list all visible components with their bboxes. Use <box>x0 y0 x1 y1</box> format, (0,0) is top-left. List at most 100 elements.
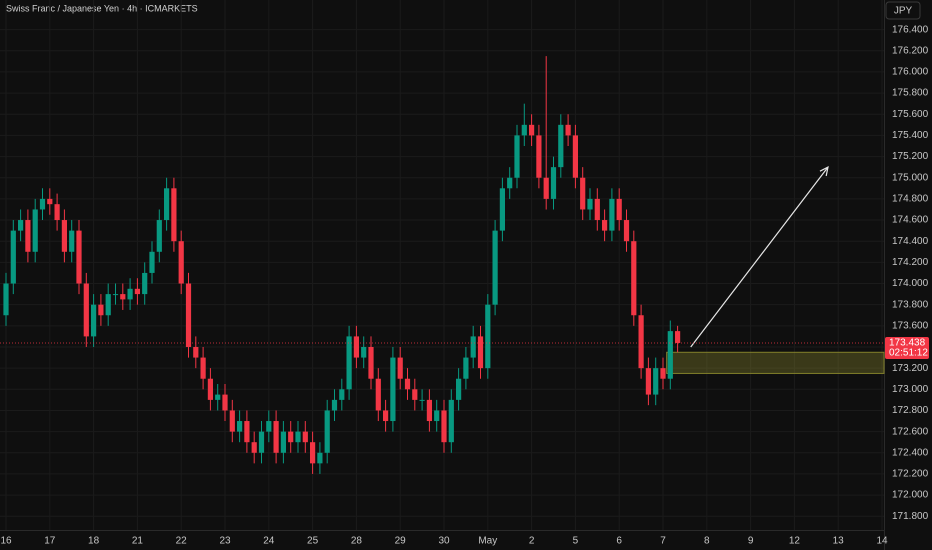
candle-body <box>565 124 571 136</box>
y-tick-label: 174.200 <box>892 257 929 268</box>
candle-body <box>441 410 447 443</box>
candle-body <box>171 188 177 242</box>
y-tick-label: 176.200 <box>892 45 929 56</box>
candle-body <box>404 378 411 390</box>
candle-body <box>105 294 111 316</box>
candle-body <box>156 220 162 252</box>
y-tick-label: 174.800 <box>892 194 929 205</box>
candle-body <box>470 336 476 358</box>
candle-body <box>142 272 148 295</box>
x-tick-label: 14 <box>876 536 888 547</box>
x-tick-label: 29 <box>395 536 407 547</box>
candle-body <box>507 177 513 189</box>
candle-body <box>302 431 308 443</box>
last-price-label: 173.438 <box>889 338 926 349</box>
y-tick-label: 173.600 <box>892 320 929 331</box>
x-tick-label: 6 <box>616 536 622 547</box>
candle-body <box>200 357 206 379</box>
candle-body <box>10 230 16 284</box>
y-tick-label: 172.200 <box>892 469 929 480</box>
x-tick-label: 17 <box>44 536 56 547</box>
candle-body <box>266 421 272 432</box>
arrow-head <box>819 166 829 177</box>
currency-box[interactable] <box>885 1 921 20</box>
candle-body <box>76 230 82 284</box>
candle-body <box>361 346 367 358</box>
candle-body <box>623 220 630 242</box>
x-tick-label: 7 <box>660 536 666 547</box>
candle-body <box>288 431 294 443</box>
y-tick-label: 173.000 <box>892 384 929 395</box>
y-tick-label: 172.000 <box>892 490 929 501</box>
candle-body <box>653 368 659 395</box>
x-tick-label: 9 <box>748 536 754 547</box>
candle-body <box>185 283 192 347</box>
candle-body <box>667 331 673 379</box>
candle-body <box>631 241 637 316</box>
candle-body <box>434 410 440 422</box>
candle-body <box>580 177 586 210</box>
candle-body <box>280 431 286 453</box>
candle-body <box>18 220 24 231</box>
x-tick-label: 18 <box>88 536 100 547</box>
x-tick-label: 13 <box>833 536 845 547</box>
candle-body <box>463 357 469 379</box>
candle-body <box>244 421 250 443</box>
candle-body <box>397 357 403 379</box>
candle-body <box>499 188 505 231</box>
candle-body <box>485 304 491 369</box>
candle-body <box>215 394 221 400</box>
candle-body <box>25 220 31 252</box>
candle-body <box>127 288 133 300</box>
candle-body <box>477 336 484 369</box>
y-tick-label: 175.200 <box>892 151 929 162</box>
candle-body <box>587 198 593 210</box>
x-tick-label: 5 <box>573 536 579 547</box>
candle-body <box>32 209 38 252</box>
candle-body <box>594 198 600 221</box>
y-tick-label: 173.200 <box>892 363 929 374</box>
y-tick-label: 175.400 <box>892 130 929 141</box>
x-tick-label: 28 <box>351 536 363 547</box>
target-zone <box>666 351 885 374</box>
y-tick-label: 176.400 <box>892 24 929 35</box>
candle-body <box>675 331 681 343</box>
candle-body <box>295 431 301 443</box>
candle-body <box>98 304 104 316</box>
candle-body <box>638 315 644 369</box>
candle-body <box>492 230 498 305</box>
candle-body <box>222 394 228 411</box>
candle-body <box>164 188 170 221</box>
candle-body <box>47 198 53 205</box>
candle-body <box>448 399 454 443</box>
candle-body <box>616 198 622 221</box>
candle-body <box>383 410 389 422</box>
candle-body <box>324 410 330 453</box>
candle-body <box>390 357 396 422</box>
x-tick-label: 22 <box>176 536 188 547</box>
candle-body <box>3 283 9 316</box>
candle-body <box>120 294 126 300</box>
x-tick-label: 23 <box>219 536 231 547</box>
candle-body <box>251 442 257 453</box>
currency-label[interactable]: JPY <box>894 6 913 17</box>
candle-body <box>558 124 564 168</box>
x-tick-label: 21 <box>132 536 144 547</box>
y-tick-label: 171.800 <box>892 511 929 522</box>
candle-body <box>207 378 213 400</box>
candle-body <box>237 421 243 432</box>
x-tick-label: May <box>478 536 497 547</box>
chart-title: Swiss Franc / Japanese Yen · 4h · ICMARK… <box>6 3 198 13</box>
y-tick-label: 175.800 <box>892 88 929 99</box>
candle-body <box>193 346 199 358</box>
candle-body <box>660 368 666 379</box>
candle-body <box>149 251 155 273</box>
candle-body <box>317 452 323 464</box>
arrow-line <box>690 166 829 348</box>
grid <box>0 0 884 530</box>
candle-body <box>273 421 279 453</box>
y-tick-label: 172.400 <box>892 447 929 458</box>
candle-body <box>61 220 67 252</box>
candle-body <box>426 399 432 422</box>
